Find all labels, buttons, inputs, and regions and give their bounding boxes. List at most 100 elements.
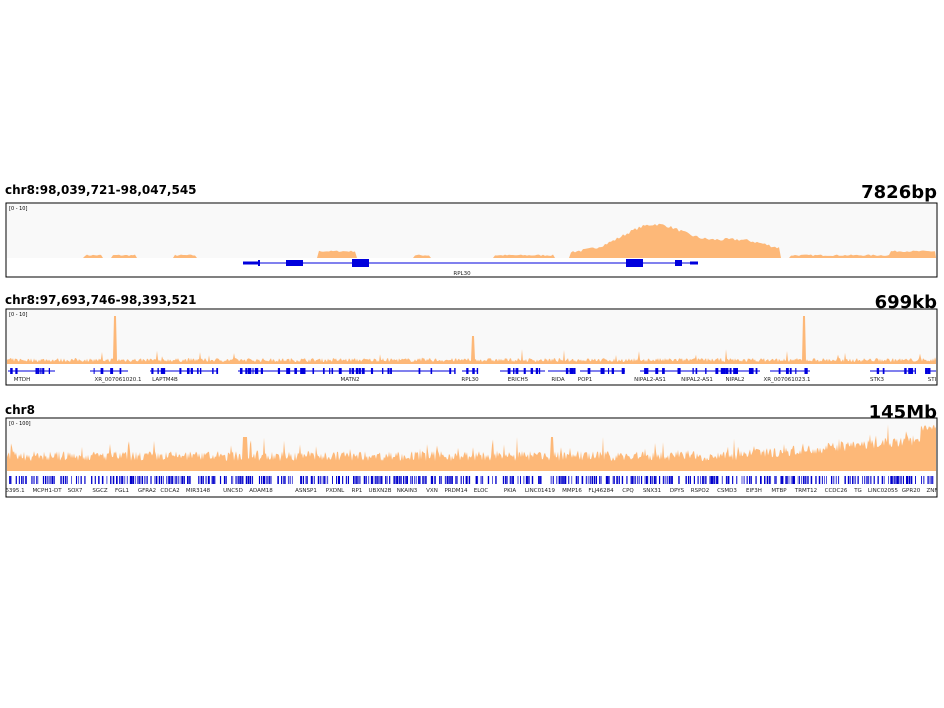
- gene-block: [423, 476, 425, 484]
- exon: [322, 368, 325, 374]
- gene-block: [302, 476, 305, 484]
- exon: [186, 368, 190, 374]
- gene-block: [189, 476, 191, 484]
- gene-block: [207, 476, 210, 484]
- exon: [603, 368, 605, 374]
- gene-block: [451, 476, 453, 484]
- gene-block: [33, 476, 35, 484]
- gene-block: [523, 476, 525, 484]
- gene-label: SOX7: [68, 488, 83, 494]
- gene-block: [664, 476, 666, 484]
- exon: [418, 368, 421, 374]
- exon: [329, 368, 331, 374]
- exon: [735, 368, 739, 374]
- gene-block: [599, 476, 601, 484]
- gene-block: [818, 476, 821, 484]
- gene-block: [446, 476, 448, 484]
- gene-block: [439, 476, 441, 484]
- gene-block: [709, 476, 711, 484]
- gene-block: [653, 476, 656, 484]
- locus-label: chr8: [5, 403, 35, 417]
- gene-block: [605, 476, 608, 484]
- gene-block: [119, 476, 121, 484]
- gene-block: [121, 476, 123, 484]
- gene-block: [252, 476, 254, 484]
- gene-block: [37, 476, 39, 484]
- gene-block: [10, 476, 12, 484]
- gene-block: [450, 476, 452, 484]
- exon: [255, 368, 259, 374]
- gene-block: [181, 476, 184, 484]
- exon: [466, 368, 469, 374]
- gene-block: [134, 476, 136, 484]
- gene-block: [385, 476, 387, 484]
- gene-block: [697, 476, 699, 484]
- exon: [516, 368, 519, 374]
- exon: [748, 368, 752, 374]
- gene-block: [824, 476, 825, 484]
- exon: [565, 368, 569, 374]
- gene-block: [799, 476, 800, 484]
- exon: [655, 368, 659, 374]
- gene-block: [807, 476, 809, 484]
- gene-label: POP1: [578, 377, 592, 383]
- exon: [390, 368, 392, 374]
- exon: [611, 368, 615, 374]
- exon: [40, 368, 42, 374]
- exon: [361, 368, 365, 374]
- gene-label: EIF3H: [746, 488, 762, 494]
- gene-block: [325, 476, 327, 484]
- gene-block: [645, 476, 648, 484]
- gene-block: [396, 476, 399, 484]
- gene-block: [857, 476, 859, 484]
- gene-block: [504, 476, 506, 484]
- exon: [789, 368, 792, 374]
- gene-block: [430, 476, 432, 484]
- gene-block: [200, 476, 203, 484]
- gene-block: [75, 476, 78, 484]
- gene-block: [781, 476, 784, 484]
- gene-label: LINC01419: [525, 488, 556, 494]
- gene-block: [21, 476, 23, 484]
- gene-block: [531, 476, 534, 484]
- gene-block: [144, 476, 146, 484]
- exon: [387, 368, 390, 374]
- gene-block: [365, 476, 367, 484]
- gene-block: [136, 476, 138, 484]
- gene-block: [568, 476, 570, 484]
- gene-block: [750, 476, 752, 484]
- gene-block: [671, 476, 673, 484]
- exon: [690, 261, 698, 265]
- gene-block: [238, 476, 240, 484]
- gene-label: XR_007061023.1: [763, 377, 810, 383]
- gene-block: [560, 476, 562, 484]
- gene-block: [613, 476, 615, 484]
- gene-block: [585, 476, 587, 484]
- gene-block: [463, 476, 464, 484]
- gene-block: [844, 476, 846, 484]
- gene-label: CCDC26: [825, 488, 848, 494]
- locus-label: chr8:97,693,746-98,393,521: [5, 293, 197, 307]
- exon: [720, 368, 724, 374]
- gene-block: [899, 476, 901, 484]
- gene-block: [626, 476, 628, 484]
- gene-label: RPL30: [453, 271, 471, 277]
- exon: [245, 368, 248, 374]
- gene-block: [790, 476, 792, 484]
- gene-label: MATN2: [340, 377, 359, 383]
- gene-block: [78, 476, 80, 484]
- exon: [908, 368, 912, 374]
- gene-block: [245, 476, 248, 484]
- exon: [248, 368, 252, 374]
- exon: [607, 368, 610, 374]
- gene-label: PRDM14: [444, 488, 468, 494]
- gene-block: [372, 476, 374, 484]
- gene-block: [47, 476, 49, 484]
- gene-block: [562, 476, 564, 484]
- gene-block: [317, 476, 320, 484]
- gene-block: [655, 476, 657, 484]
- gene-block: [689, 476, 691, 484]
- gene-block: [492, 476, 493, 484]
- gene-block: [223, 476, 226, 484]
- gene-label: ASNSP1: [295, 488, 317, 494]
